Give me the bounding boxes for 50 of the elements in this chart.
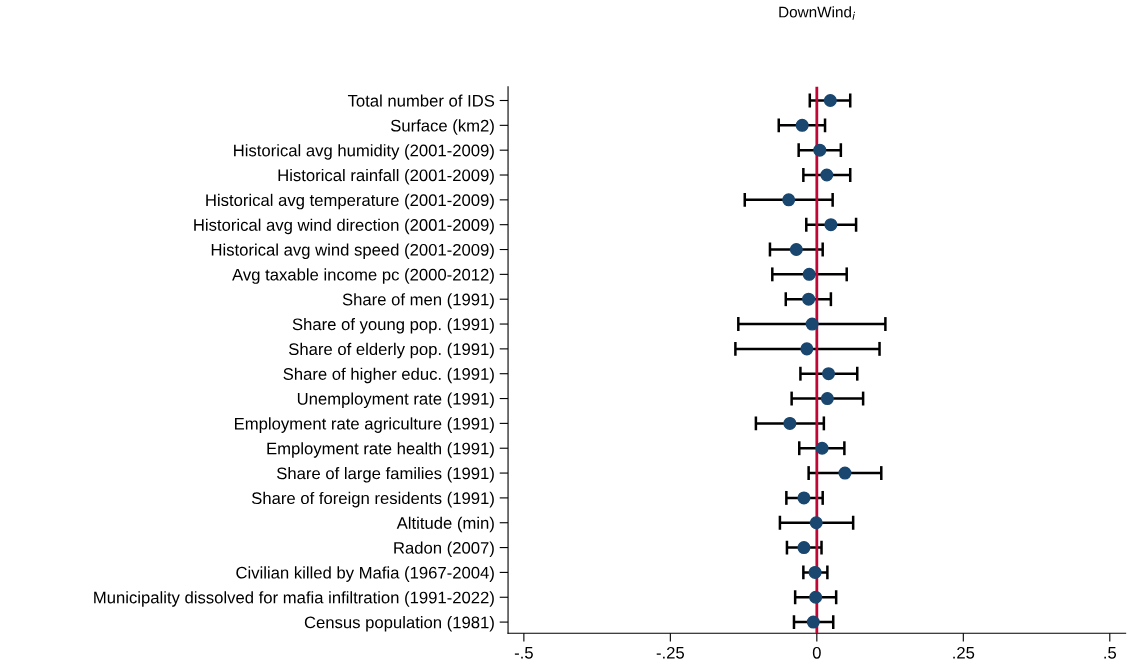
y-tick-label: Total number of IDS (347, 94, 495, 107)
point (822, 367, 836, 381)
y-tick-label: Census population (1981) (304, 616, 494, 632)
x-tick-label: -.25 (656, 646, 685, 659)
y-tick-label: Employment rate health (1991) (267, 442, 494, 458)
y-tick-label: Civilian killed by Mafia (1967-2004) (236, 566, 494, 582)
point (789, 243, 803, 257)
y-tick-label: Share of large families (1991) (277, 467, 494, 483)
y-tick-label: Unemployment rate (1991) (297, 392, 494, 409)
point (838, 466, 852, 480)
y-tick-label: Historical avg temperature (2001-2009) (206, 193, 494, 210)
x-tick-label: 0 (812, 646, 821, 659)
point (820, 168, 834, 182)
y-tick-label: Historical avg humidity (2001-2009) (234, 144, 494, 160)
point (809, 516, 823, 530)
y-tick-label: Share of foreign residents (1991) (251, 491, 494, 508)
point (809, 590, 823, 604)
y-tick-label: Municipality dissolved for mafia infiltration (1991-2022) (94, 591, 494, 607)
point (802, 292, 816, 306)
y-tick-label: Altitude (min) (396, 516, 494, 533)
y-tick-label: Avg taxable income pc (2000-2012) (232, 268, 494, 284)
y-tick-label: Share of elderly pop. (1991) (289, 342, 494, 359)
y-tick-label: Surface (km2) (390, 119, 494, 135)
point (805, 317, 819, 331)
point (813, 143, 827, 157)
point (806, 615, 820, 629)
point (802, 267, 816, 281)
y-tick-label: Radon (2007) (394, 541, 494, 558)
point (824, 218, 838, 232)
y-tick-label: Historical avg wind direction (2001-2009) (194, 218, 494, 235)
point (823, 93, 837, 108)
point (795, 118, 809, 132)
point (820, 392, 834, 406)
point (808, 565, 822, 579)
point (800, 342, 814, 356)
x-tick-label: .5 (1104, 647, 1117, 659)
point (783, 416, 797, 430)
y-tick-label: Share of young pop. (1991) (292, 318, 494, 334)
point (782, 193, 796, 207)
chart-title: DownWind$_{i}$ (779, 6, 856, 20)
point (797, 541, 811, 555)
y-tick-label: Historical rainfall (2001-2009) (278, 168, 494, 185)
y-tick-label: Share of men (1991) (342, 293, 494, 309)
point (797, 491, 811, 505)
y-tick-label: Share of higher educ. (1991) (283, 367, 494, 384)
y-tick-label: Historical avg wind speed (2001-2009) (211, 243, 494, 260)
x-tick-label: .25 (953, 646, 975, 659)
point (815, 441, 829, 455)
y-tick-label: Employment rate agriculture (1991) (235, 417, 494, 433)
x-tick-label: -.5 (514, 647, 533, 659)
